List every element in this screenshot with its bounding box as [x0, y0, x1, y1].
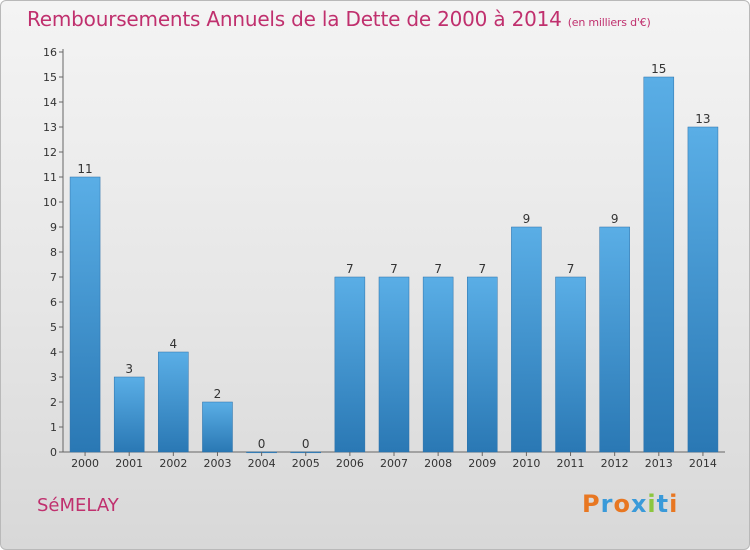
data-label: 15	[651, 62, 666, 76]
x-tick-label: 2011	[557, 457, 585, 470]
data-label: 3	[125, 362, 133, 376]
data-label: 4	[170, 337, 178, 351]
x-tick-label: 2005	[292, 457, 320, 470]
y-tick-label: 9	[50, 221, 57, 234]
x-tick-label: 2000	[71, 457, 99, 470]
chart-unit: (en milliers d'€)	[567, 16, 651, 29]
x-tick-label: 2006	[336, 457, 364, 470]
data-label: 7	[390, 262, 398, 276]
town-name: SéMELAY	[37, 495, 119, 516]
data-label: 9	[523, 212, 531, 226]
data-label: 11	[77, 162, 92, 176]
y-tick-label: 7	[50, 271, 57, 284]
y-tick-label: 6	[50, 296, 57, 309]
x-tick-label: 2009	[468, 457, 496, 470]
x-tick-label: 2010	[512, 457, 540, 470]
data-label: 7	[434, 262, 442, 276]
data-label: 7	[478, 262, 486, 276]
chart-title: Remboursements Annuels de la Dette de 20…	[27, 7, 651, 31]
x-tick-label: 2013	[645, 457, 673, 470]
logo-letter: i	[647, 490, 657, 518]
y-tick-label: 13	[43, 121, 57, 134]
bar-2012	[599, 226, 630, 453]
bar-2003	[202, 401, 233, 453]
y-tick-label: 4	[50, 346, 57, 359]
logo-letter: P	[582, 490, 601, 518]
bar-2010	[511, 226, 542, 453]
logo-letter: r	[600, 490, 614, 518]
y-tick-label: 3	[50, 371, 57, 384]
logo-letter: i	[669, 490, 679, 518]
x-tick-label: 2008	[424, 457, 452, 470]
y-tick-label: 0	[50, 446, 57, 459]
y-tick-label: 12	[43, 146, 57, 159]
x-tick-label: 2014	[689, 457, 717, 470]
y-tick-label: 1	[50, 421, 57, 434]
y-tick-label: 2	[50, 396, 57, 409]
bar-2009	[467, 276, 498, 453]
y-tick-label: 10	[43, 196, 57, 209]
y-tick-label: 11	[43, 171, 57, 184]
x-tick-label: 2012	[601, 457, 629, 470]
bar-2006	[334, 276, 366, 453]
x-tick-label: 2001	[115, 457, 143, 470]
logo-letter: x	[630, 490, 648, 518]
data-label: 0	[302, 437, 310, 451]
y-tick-label: 16	[43, 46, 57, 59]
data-label: 7	[346, 262, 354, 276]
proxiti-logo: Proxiti	[582, 490, 678, 518]
bar-2002	[158, 351, 189, 453]
bar-2011	[555, 276, 586, 453]
bar-2014	[687, 126, 719, 453]
chart-title-text: Remboursements Annuels de la Dette de 20…	[27, 7, 562, 31]
bar-2001	[113, 376, 145, 453]
data-label: 0	[258, 437, 266, 451]
x-tick-label: 2007	[380, 457, 408, 470]
data-label: 9	[611, 212, 619, 226]
data-label: 7	[567, 262, 575, 276]
y-tick-label: 5	[50, 321, 57, 334]
y-tick-label: 15	[43, 71, 57, 84]
bar-2008	[422, 276, 454, 453]
data-label: 2	[214, 387, 222, 401]
bar-2007	[378, 276, 410, 453]
x-tick-label: 2004	[248, 457, 276, 470]
data-label: 13	[695, 112, 710, 126]
y-tick-label: 14	[43, 96, 57, 109]
bar-2000	[69, 176, 101, 453]
logo-letter: t	[656, 490, 670, 518]
y-tick-label: 8	[50, 246, 57, 259]
x-tick-label: 2003	[203, 457, 231, 470]
x-tick-label: 2002	[159, 457, 187, 470]
bar-2013	[643, 76, 675, 453]
logo-letter: o	[613, 490, 631, 518]
